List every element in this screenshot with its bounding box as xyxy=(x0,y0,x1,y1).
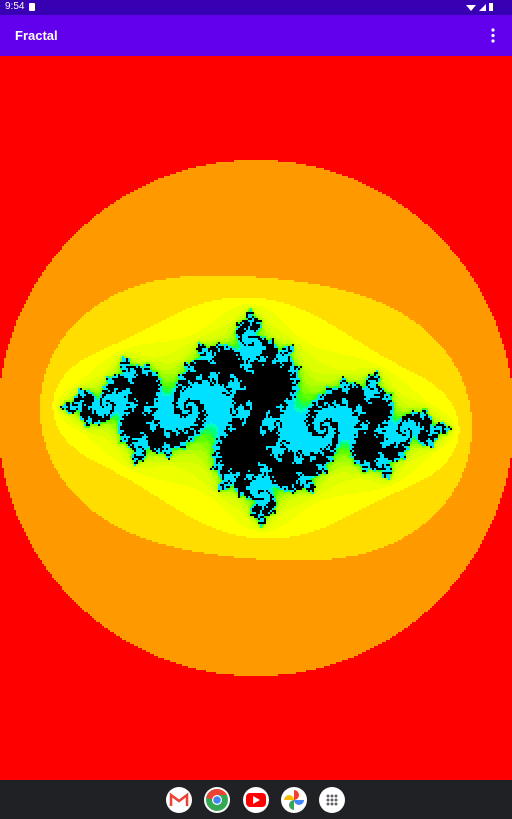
youtube-icon[interactable] xyxy=(243,787,269,813)
gmail-icon[interactable] xyxy=(166,787,192,813)
app-bar: Fractal xyxy=(0,15,512,56)
navigation-bar xyxy=(0,780,512,819)
fractal-band xyxy=(56,304,456,532)
status-icons xyxy=(29,3,493,11)
chrome-icon[interactable] xyxy=(204,787,230,813)
status-bar: 9:54 xyxy=(0,0,512,15)
photos-icon[interactable] xyxy=(281,787,307,813)
battery-icon xyxy=(489,3,493,11)
fractal-band xyxy=(62,310,450,526)
wifi-icon xyxy=(466,5,476,11)
fractal-view xyxy=(0,56,512,780)
dock xyxy=(166,787,345,813)
signal-icon xyxy=(479,4,486,11)
app-drawer[interactable] xyxy=(319,787,345,813)
fractal-band xyxy=(60,312,452,524)
fractal-band xyxy=(58,308,454,528)
sd-icon xyxy=(29,3,35,11)
overflow-menu[interactable] xyxy=(483,26,503,46)
clock: 9:54 xyxy=(5,1,25,12)
fractal-band xyxy=(0,56,512,780)
app-title: Fractal xyxy=(15,28,58,43)
